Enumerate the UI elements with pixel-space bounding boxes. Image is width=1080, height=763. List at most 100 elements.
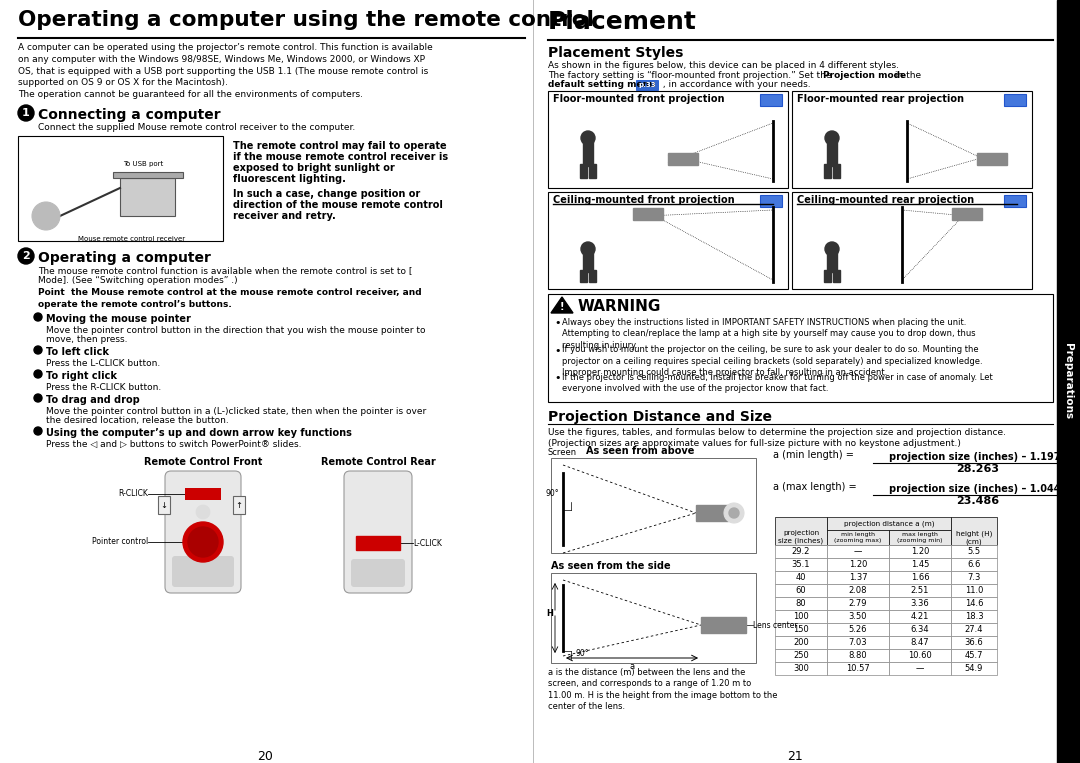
Bar [889,662,951,675]
Circle shape [33,370,42,378]
Text: 2.51: 2.51 [910,586,929,595]
Bar [824,270,831,282]
Text: 1.20: 1.20 [849,560,867,569]
Bar [636,80,658,90]
Text: 80: 80 [796,599,807,608]
Bar [827,530,889,545]
Text: min length
(zooming max): min length (zooming max) [835,532,881,543]
Text: If you wish to mount the projector on the ceiling, be sure to ask your dealer to: If you wish to mount the projector on th… [562,346,983,378]
Text: L-CLICK: L-CLICK [413,539,442,548]
Text: 2: 2 [22,251,30,261]
Bar [827,250,837,272]
Text: 7.3: 7.3 [968,573,981,582]
Text: projection size (inches) – 1.0446: projection size (inches) – 1.0446 [889,484,1067,494]
Text: Mouse remote control receiver: Mouse remote control receiver [78,236,185,242]
Bar [827,636,889,649]
Text: 35.1: 35.1 [792,560,810,569]
Text: if the mouse remote control receiver is: if the mouse remote control receiver is [233,152,448,162]
Text: Floor-mounted front projection: Floor-mounted front projection [553,94,725,104]
FancyBboxPatch shape [172,556,234,587]
Bar [775,662,827,675]
Text: As shown in the figures below, this device can be placed in 4 different styles.: As shown in the figures below, this devi… [548,61,899,70]
Text: R-CLICK: R-CLICK [118,490,148,498]
Text: 1.20: 1.20 [910,547,929,556]
Text: projection distance a (m): projection distance a (m) [843,520,934,526]
Text: 1.37: 1.37 [849,573,867,582]
Text: Using the computer’s up and down arrow key functions: Using the computer’s up and down arrow k… [46,428,352,438]
Bar [633,208,663,220]
Circle shape [581,242,595,256]
Text: projection size (inches) – 1.1975: projection size (inches) – 1.1975 [889,452,1067,462]
Bar [548,192,788,289]
Text: Connect the supplied Mouse remote control receiver to the computer.: Connect the supplied Mouse remote contro… [38,123,355,132]
Text: a (min length) =: a (min length) = [773,450,854,460]
Text: 150: 150 [793,625,809,634]
Circle shape [183,522,222,562]
Text: Mode]. (See “Switching operation modes” .): Mode]. (See “Switching operation modes” … [38,276,238,285]
Bar [833,270,840,282]
Text: •: • [554,318,561,328]
Circle shape [581,131,595,145]
Text: 5.26: 5.26 [849,625,867,634]
Text: Operating a computer using the remote control: Operating a computer using the remote co… [18,10,594,30]
Bar [580,164,588,178]
Bar [951,610,997,623]
Text: In such a case, change position or: In such a case, change position or [233,189,420,199]
Text: 45.7: 45.7 [964,651,983,660]
Text: 90°: 90° [575,649,589,658]
FancyBboxPatch shape [345,471,411,593]
Bar [833,164,840,178]
Text: a: a [630,662,635,671]
Bar [824,164,831,178]
Text: Screen: Screen [548,448,577,457]
Text: H: H [546,609,553,617]
Bar [1004,94,1026,106]
Bar [827,545,889,558]
Bar [760,195,782,207]
Text: move, then press.: move, then press. [46,335,127,344]
Circle shape [729,508,739,518]
Text: To drag and drop: To drag and drop [46,395,139,405]
Bar [551,573,756,663]
Text: 7.03: 7.03 [849,638,867,647]
Text: default setting menu: default setting menu [548,80,656,89]
Text: 18.3: 18.3 [964,612,983,621]
Text: 1.45: 1.45 [910,560,929,569]
Bar [827,584,889,597]
Text: Floor-mounted rear projection: Floor-mounted rear projection [797,94,964,104]
Text: 5.5: 5.5 [968,547,981,556]
Text: 8.47: 8.47 [910,638,929,647]
Bar [889,545,951,558]
Bar [701,617,746,633]
Text: 8.80: 8.80 [849,651,867,660]
Bar [827,662,889,675]
Text: , in accordance with your needs.: , in accordance with your needs. [660,80,811,89]
Bar [889,584,951,597]
Bar [775,571,827,584]
Bar [827,571,889,584]
FancyBboxPatch shape [165,471,241,593]
Text: 28.263: 28.263 [957,464,999,474]
Bar [951,208,982,220]
Text: !: ! [559,302,564,312]
Bar [775,636,827,649]
Bar [889,623,951,636]
Bar [775,623,827,636]
Bar [951,558,997,571]
Circle shape [18,105,33,121]
Text: 11.0: 11.0 [964,586,983,595]
Text: 10.57: 10.57 [846,664,869,673]
Text: Move the pointer control button in the direction that you wish the mouse pointer: Move the pointer control button in the d… [46,326,426,335]
Text: projection
size (inches): projection size (inches) [779,530,824,545]
Bar [551,458,756,553]
Bar [889,530,951,545]
Bar [792,192,1032,289]
Bar [889,558,951,571]
Text: 20: 20 [257,750,273,763]
Text: Press the L-CLICK button.: Press the L-CLICK button. [46,359,160,368]
Bar [889,571,951,584]
Circle shape [195,505,210,519]
Bar [583,250,593,272]
Bar [951,597,997,610]
Bar [120,178,175,216]
